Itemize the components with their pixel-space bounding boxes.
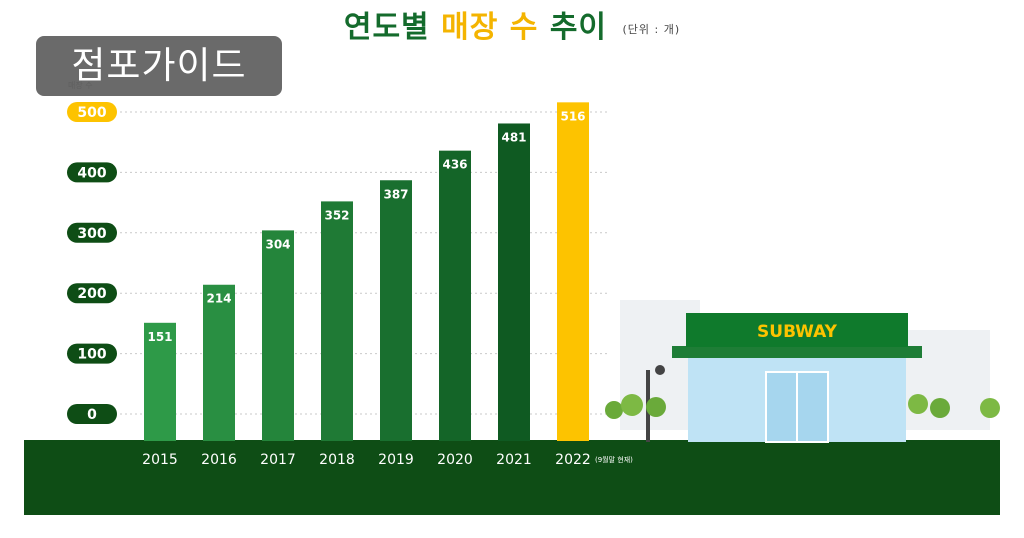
ytick-label: 500	[77, 105, 106, 121]
xtick-label: 2017	[260, 452, 296, 468]
bar	[380, 180, 412, 441]
store-awning	[672, 346, 922, 358]
ytick-label: 400	[77, 165, 106, 181]
bar-value-label: 352	[324, 208, 349, 222]
chart-title: 연도별 매장 수 추이 (단위 : 개)	[0, 2, 1024, 46]
bar	[439, 150, 471, 441]
ytick-pill	[67, 404, 117, 424]
xtick-label: 2021	[496, 452, 532, 468]
title-part3: 추이	[549, 10, 608, 45]
bar	[262, 230, 294, 441]
xtick-note: (9월말 현재)	[595, 455, 633, 464]
ground-band	[24, 440, 1000, 515]
xtick-label: 2016	[201, 452, 237, 468]
xtick-label: 2020	[437, 452, 473, 468]
bar	[203, 284, 235, 441]
tree-group-right	[908, 394, 1000, 418]
store-sign-text: SUBWAY	[757, 322, 838, 342]
bar-value-label: 436	[442, 158, 467, 172]
xtick-label: 2019	[378, 452, 414, 468]
bar	[321, 201, 353, 441]
subway-store-illustration: SUBWAY	[605, 300, 1000, 443]
bar	[144, 322, 176, 441]
ytick-pill	[67, 102, 117, 122]
ytick-pill	[67, 162, 117, 183]
ytick-label: 100	[77, 347, 106, 363]
store-sign-board	[686, 313, 908, 347]
ytick-label: 300	[77, 226, 106, 242]
street-lamp-head	[655, 365, 665, 375]
bar-value-label: 387	[383, 187, 408, 201]
bar-value-label: 516	[560, 109, 585, 123]
bar-value-label: 151	[147, 330, 172, 344]
bar-value-label: 304	[265, 237, 290, 251]
bar-value-label: 481	[501, 130, 526, 144]
xtick-label: 2015	[142, 452, 178, 468]
xtick-label: 2022	[555, 452, 591, 468]
title-part2: 매장 수	[441, 10, 539, 45]
title-part1: 연도별	[343, 10, 430, 45]
tree-group-left	[605, 394, 666, 419]
unit-label: (단위 : 개)	[622, 22, 681, 36]
bar	[557, 102, 589, 441]
ytick-pill	[67, 283, 117, 304]
ytick-label: 200	[77, 286, 106, 302]
bar	[498, 123, 530, 441]
ytick-pill	[67, 222, 117, 243]
ytick-pill	[67, 343, 117, 364]
watermark-label: 점포가이드	[36, 36, 282, 96]
ytick-label: 0	[87, 407, 97, 423]
bar-value-label: 214	[206, 292, 231, 306]
xtick-label: 2018	[319, 452, 355, 468]
